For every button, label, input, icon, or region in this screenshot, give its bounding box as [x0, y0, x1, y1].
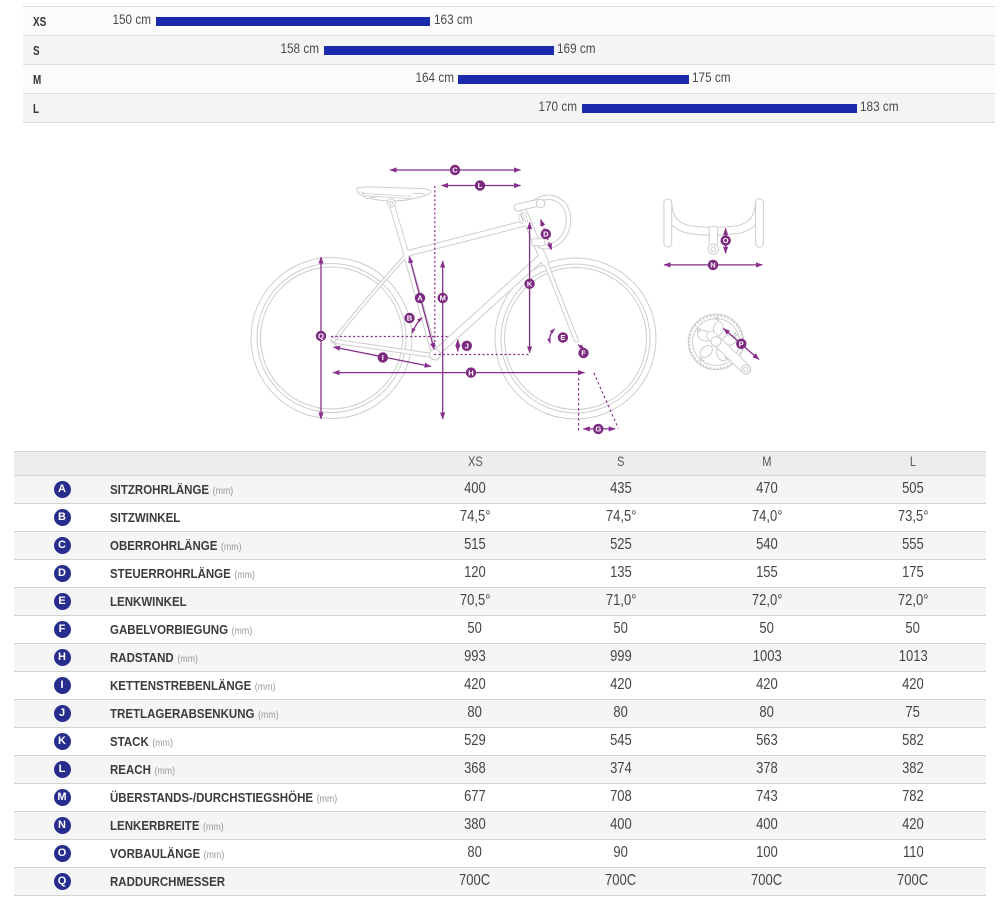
svg-text:E: E: [560, 333, 565, 342]
svg-text:F: F: [581, 349, 586, 358]
svg-text:O: O: [723, 236, 729, 245]
svg-text:H: H: [468, 368, 473, 377]
svg-text:I: I: [382, 353, 384, 362]
svg-text:A: A: [417, 294, 423, 303]
svg-text:P: P: [739, 340, 744, 349]
svg-text:Q: Q: [318, 332, 324, 341]
svg-text:J: J: [465, 342, 469, 351]
svg-text:D: D: [543, 230, 549, 239]
svg-text:G: G: [595, 425, 601, 434]
svg-text:N: N: [710, 261, 715, 270]
svg-text:K: K: [527, 280, 533, 289]
svg-text:L: L: [478, 181, 483, 190]
svg-text:M: M: [440, 294, 446, 303]
svg-text:B: B: [407, 314, 413, 323]
svg-text:C: C: [452, 166, 458, 175]
